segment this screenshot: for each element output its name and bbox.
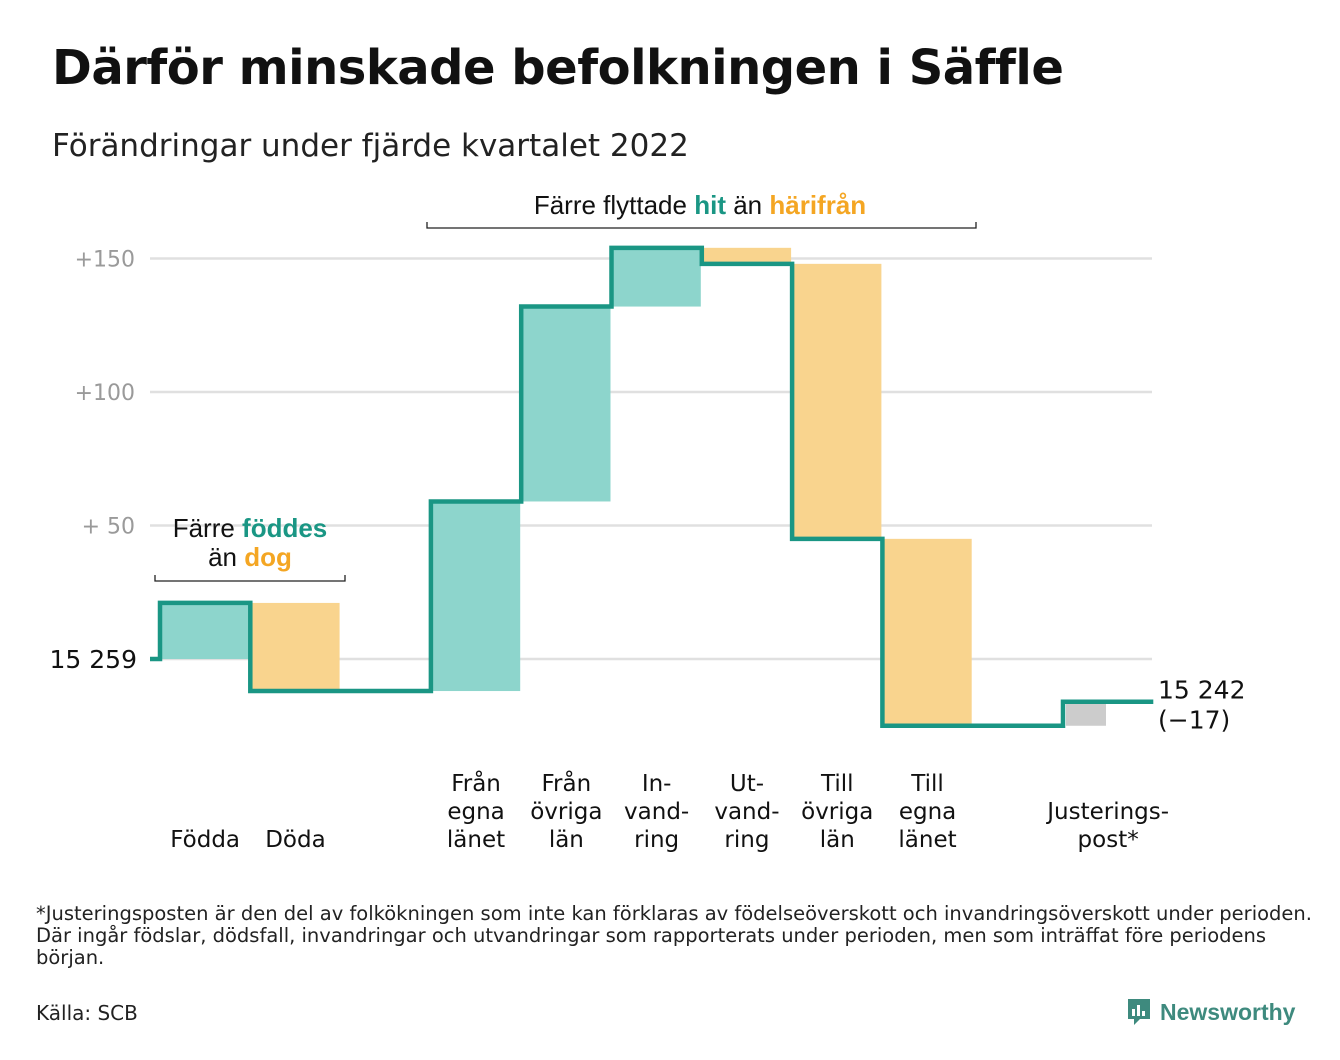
category-label-utvandring: Ut- xyxy=(730,771,764,797)
y-tick-label: +150 xyxy=(75,248,135,273)
bar-till-egna-lanet xyxy=(882,538,972,726)
newsworthy-logo-icon xyxy=(1128,999,1150,1025)
category-label-fran-ovriga-lan: Från xyxy=(542,769,592,797)
category-label-till-ovriga-lan: övriga xyxy=(801,799,873,825)
category-label-justeringspost: Justerings- xyxy=(1045,799,1169,825)
category-label-fran-egna-lanet: länet xyxy=(447,827,505,853)
category-label-till-ovriga-lan: län xyxy=(820,827,855,853)
y-tick-label: + 50 xyxy=(82,515,135,540)
bar-doda xyxy=(250,602,340,692)
category-label-invandring: ring xyxy=(634,827,679,853)
category-label-invandring: In- xyxy=(642,771,672,797)
category-label-fran-egna-lanet: Från xyxy=(451,769,501,797)
annotation-births-line1: Färre föddes xyxy=(173,513,328,543)
annotation-births-line2: än dog xyxy=(208,542,292,572)
end-change-label: (−17) xyxy=(1158,706,1230,735)
bar-fran-ovriga-lan xyxy=(521,306,611,502)
bar-invandring xyxy=(611,247,701,307)
bar-utvandring xyxy=(701,247,792,264)
category-label-fran-ovriga-lan: län xyxy=(549,827,584,853)
category-label-fodda: Födda xyxy=(170,827,240,853)
footnote: *Justeringsposten är den del av folkökni… xyxy=(36,902,1312,969)
annotation-moves: Färre flyttade hit än härifrån xyxy=(534,190,866,220)
bar-fodda xyxy=(160,602,250,659)
category-label-utvandring: ring xyxy=(724,827,769,853)
category-label-fran-egna-lanet: egna xyxy=(447,799,504,825)
bar-till-ovriga-lan xyxy=(792,263,882,539)
category-label-till-egna-lanet: egna xyxy=(899,799,956,825)
source-label: Källa: SCB xyxy=(36,1001,138,1025)
category-label-invandring: vand- xyxy=(624,799,689,825)
chart-title: Därför minskade befolkningen i Säffle xyxy=(52,40,1064,96)
category-label-till-egna-lanet: länet xyxy=(898,827,956,853)
brand-name: Newsworthy xyxy=(1160,998,1296,1025)
category-label-justeringspost: post* xyxy=(1078,827,1139,853)
category-label-till-ovriga-lan: Till xyxy=(820,771,854,797)
category-label-doda: Döda xyxy=(265,827,325,853)
start-value-label: 15 259 xyxy=(50,645,137,674)
category-label-utvandring: vand- xyxy=(714,799,779,825)
y-tick-label: +100 xyxy=(75,381,135,406)
annotation-births-bracket xyxy=(154,575,346,582)
brand-logo: Newsworthy xyxy=(1126,997,1295,1027)
end-value-label: 15 242 xyxy=(1158,676,1245,705)
category-label-fran-ovriga-lan: övriga xyxy=(530,799,602,825)
waterfall-chart: +150 +100 + 50 15 259 15 242(−17) Födda Döda Fr… xyxy=(50,190,1246,853)
annotation-moves-bracket xyxy=(426,222,977,229)
chart-subtitle: Förändringar under fjärde kvartalet 2022 xyxy=(52,128,689,164)
category-label-till-egna-lanet: Till xyxy=(910,771,944,797)
bar-justeringspost xyxy=(1066,701,1106,726)
population-step-line xyxy=(150,245,1154,728)
bar-fran-egna-lanet xyxy=(430,501,521,692)
